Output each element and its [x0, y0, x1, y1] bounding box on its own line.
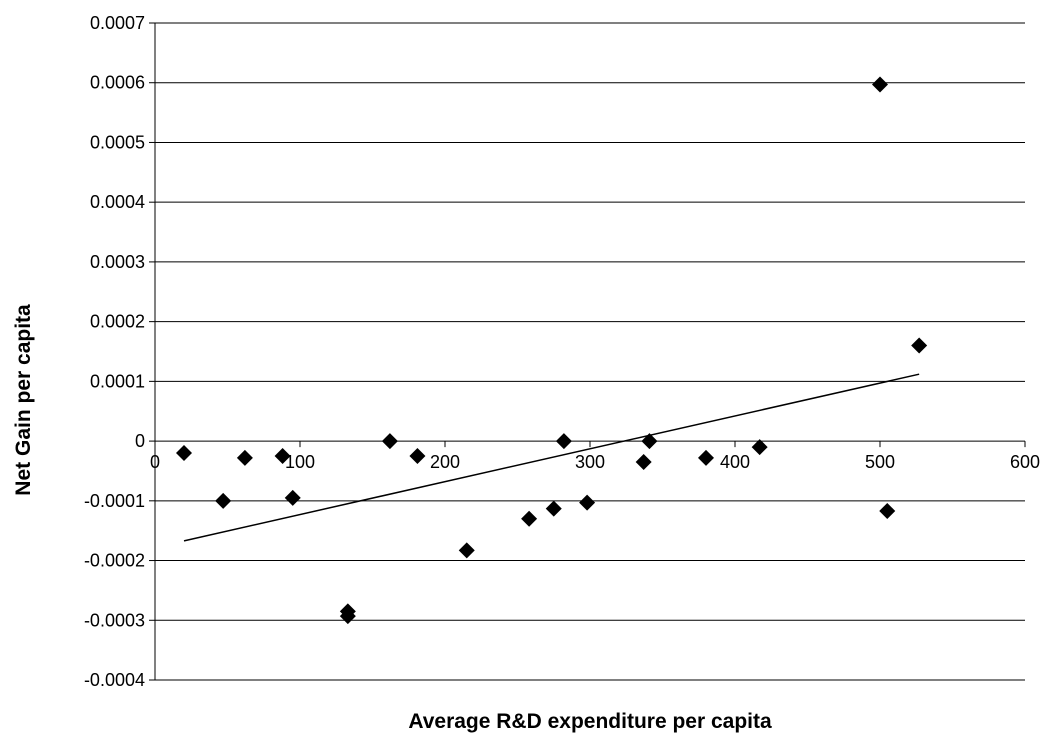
trendline-group	[183, 373, 920, 542]
y-tick-label: 0	[135, 431, 145, 451]
trendline	[183, 373, 920, 542]
axes	[149, 22, 1026, 681]
y-tick-label: 0.0004	[90, 192, 145, 212]
data-point	[635, 453, 652, 470]
data-point	[339, 608, 356, 625]
x-tick-labels: 0 100 200 300 400 500 600	[150, 452, 1040, 472]
data-point	[381, 433, 398, 450]
y-tick-label: 0.0002	[90, 312, 145, 332]
data-point	[409, 448, 426, 465]
data-point	[284, 489, 301, 506]
data-point	[641, 433, 658, 450]
data-points	[176, 76, 928, 625]
data-point	[911, 337, 928, 354]
y-tick-label: -0.0004	[84, 670, 145, 690]
data-point	[176, 445, 192, 462]
data-point	[751, 439, 768, 456]
x-tick-label: 0	[150, 452, 160, 472]
x-tick-label: 200	[430, 452, 460, 472]
y-tick-label: -0.0001	[84, 491, 145, 511]
x-tick-label: 400	[720, 452, 750, 472]
data-point	[215, 492, 232, 509]
y-tick-label: 0.0007	[90, 13, 145, 33]
data-point	[579, 494, 596, 511]
data-point	[555, 433, 572, 450]
data-point	[521, 510, 538, 527]
data-point	[545, 500, 562, 517]
data-point	[879, 502, 896, 519]
y-tick-labels: -0.0004 -0.0003 -0.0002 -0.0001 0 0.0001 0.000…	[84, 13, 145, 690]
data-point	[274, 448, 291, 465]
x-tick-label: 100	[285, 452, 315, 472]
x-tick-label: 600	[1010, 452, 1040, 472]
y-tick-label: -0.0002	[84, 551, 145, 571]
data-point	[458, 542, 475, 559]
x-tick-label: 300	[575, 452, 605, 472]
data-point	[872, 76, 888, 93]
y-tick-label: 0.0003	[90, 252, 145, 272]
x-tick-label: 500	[865, 452, 895, 472]
gridlines	[155, 22, 1025, 681]
y-tick-label: 0.0005	[90, 132, 145, 152]
data-point	[236, 449, 253, 466]
y-tick-label: -0.0003	[84, 610, 145, 630]
x-axis-title: Average R&D expenditure per capita	[408, 710, 772, 733]
y-tick-label: 0.0006	[90, 73, 145, 93]
y-axis-title: Net Gain per capita	[12, 304, 35, 496]
data-point	[698, 449, 714, 466]
y-tick-label: 0.0001	[90, 371, 145, 391]
